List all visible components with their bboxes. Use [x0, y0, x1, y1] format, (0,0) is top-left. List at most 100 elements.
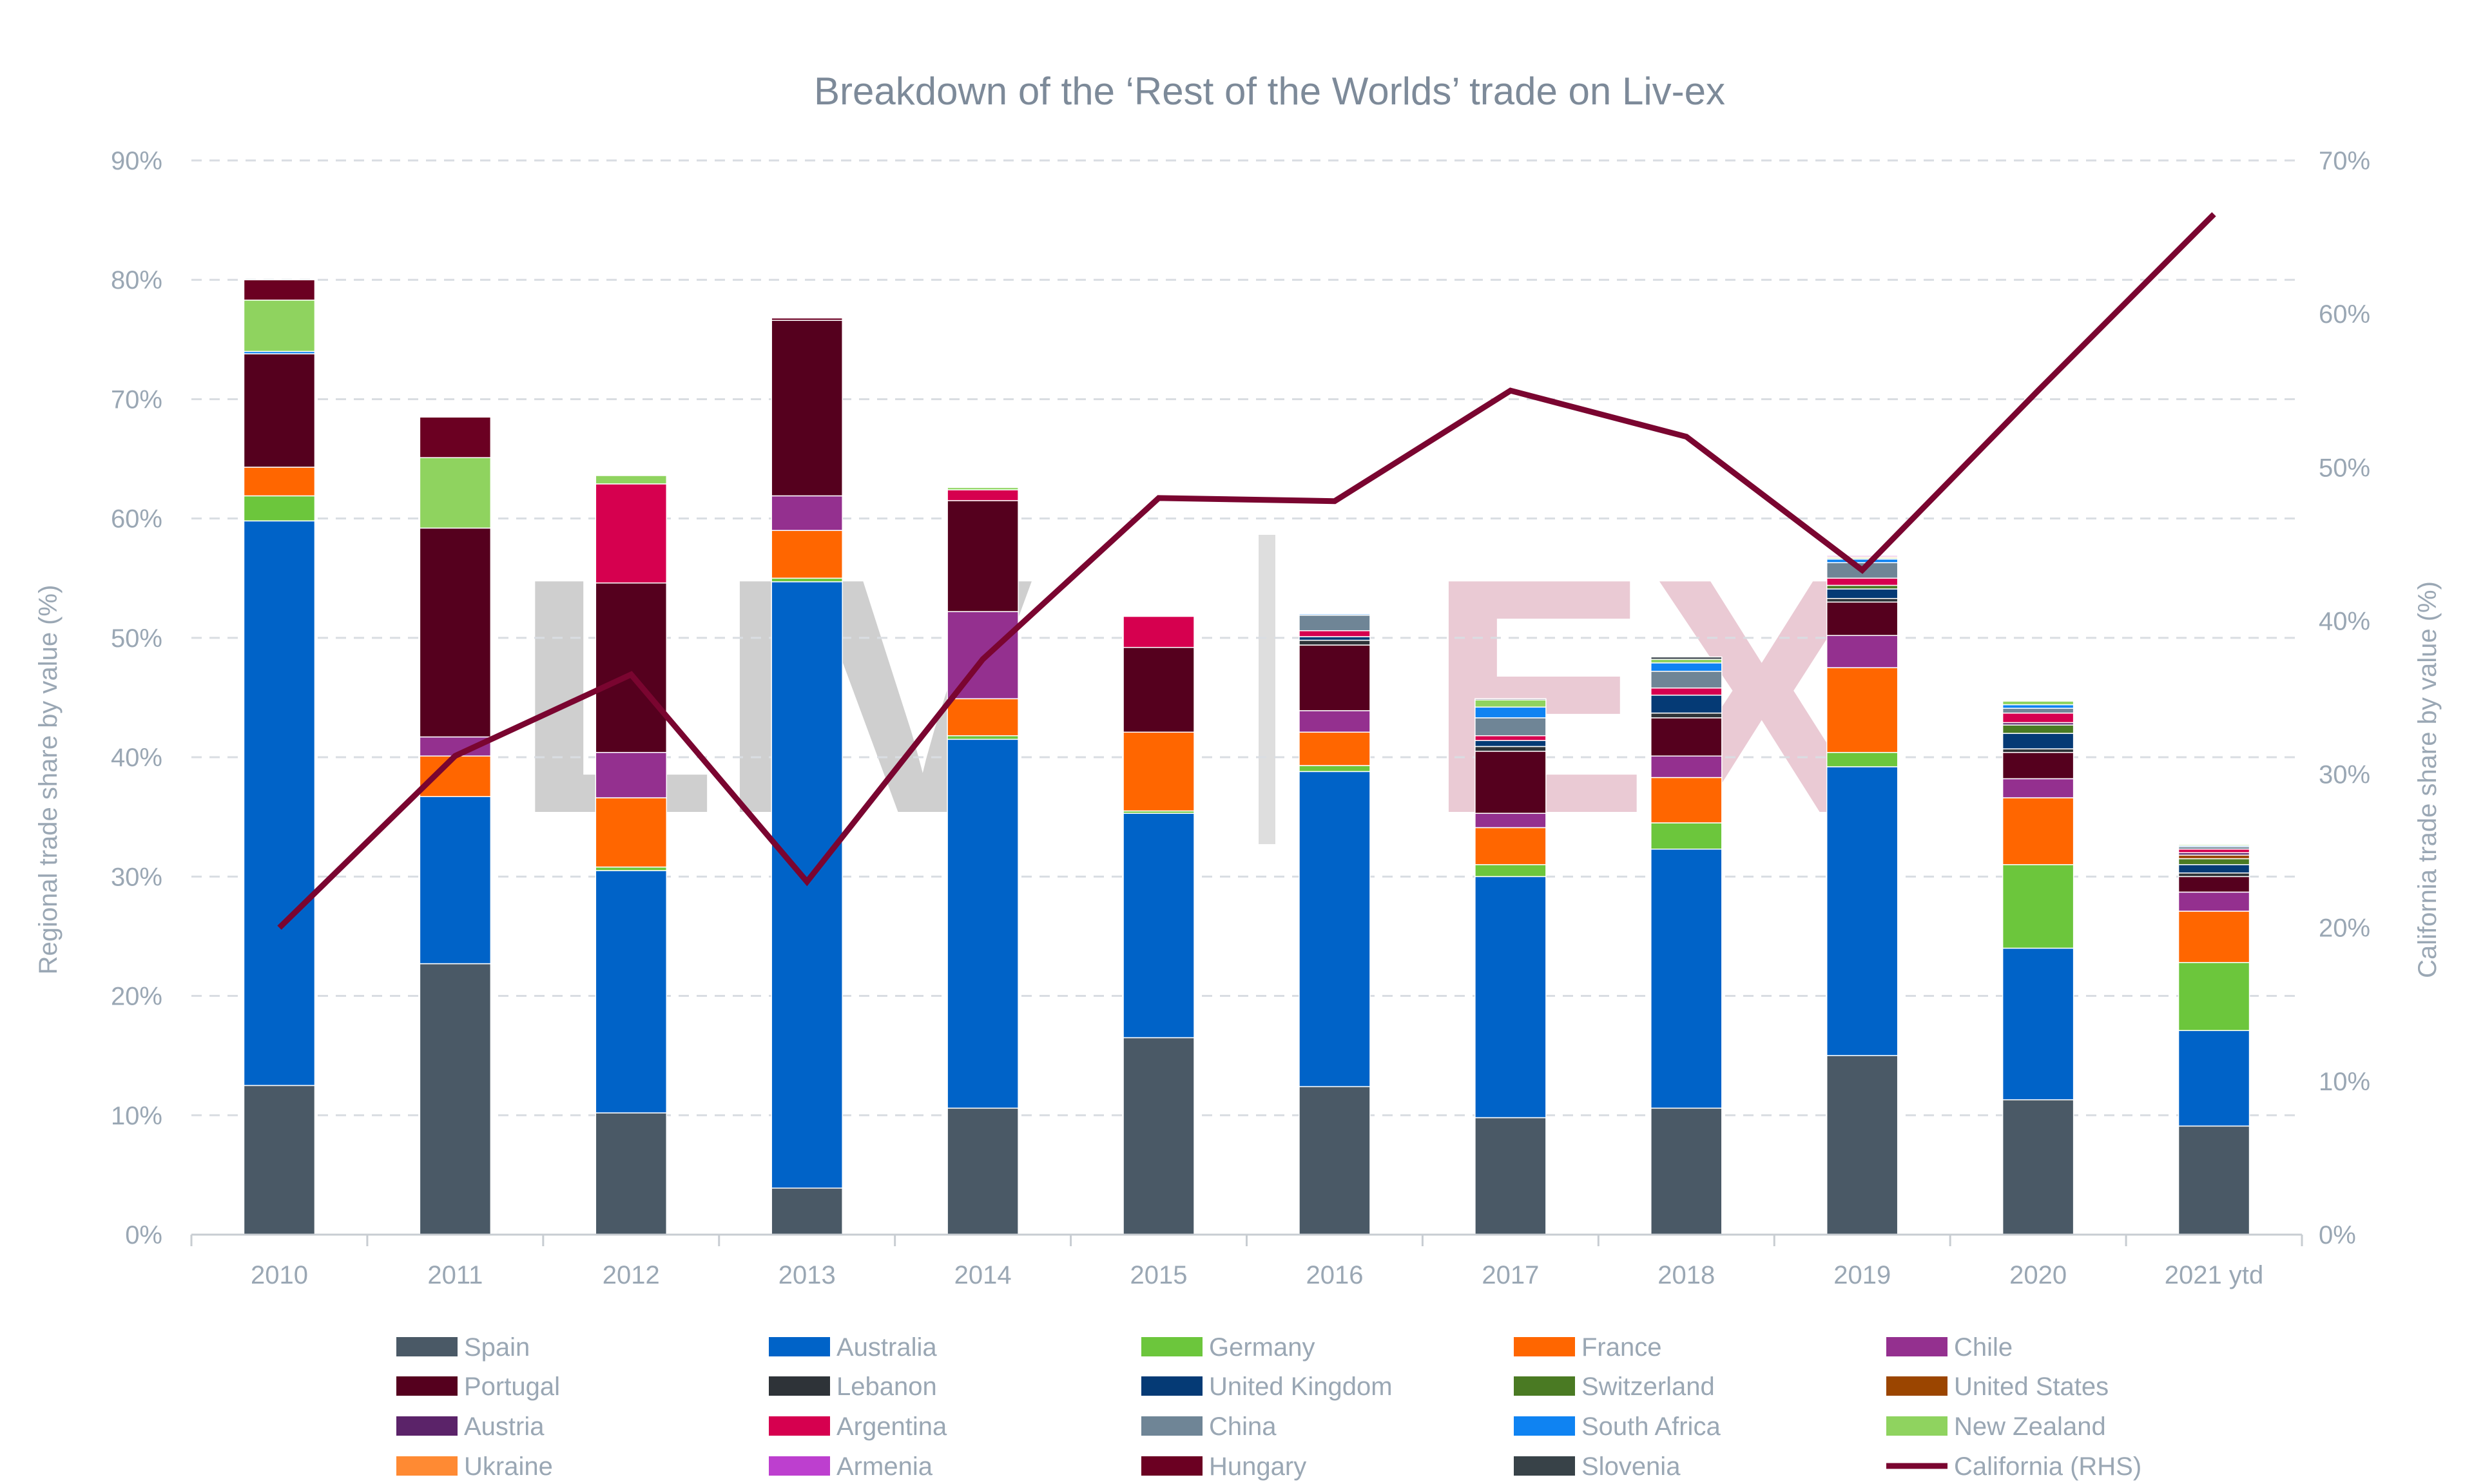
legend-label-chile: Chile: [1954, 1333, 2013, 1362]
y2-tick-label: 10%: [2319, 1068, 2370, 1096]
y-tick-label: 40%: [111, 744, 162, 772]
legend-swatch-new-zealand: [1886, 1416, 1947, 1436]
bar-segment: [1826, 562, 1899, 579]
bar-segment: [595, 1112, 668, 1235]
bar-segment: [1650, 712, 1723, 718]
y-tick-label: 10%: [111, 1102, 162, 1130]
legend-label-argentina: Argentina: [836, 1412, 947, 1441]
bar-segment: [1650, 671, 1723, 689]
bar-segment: [2002, 748, 2074, 753]
bar-segment: [1299, 710, 1371, 733]
bar-segment: [1650, 717, 1723, 757]
legend-swatch-austria: [396, 1416, 458, 1436]
legend-swatch-lebanon: [769, 1376, 830, 1396]
bar-segment: [2178, 872, 2250, 878]
legend-swatch-armenia: [769, 1456, 830, 1476]
bar-segment: [1474, 746, 1547, 752]
bar-segment: [1650, 659, 1723, 664]
bar-segment: [947, 698, 1019, 737]
bar-segment: [243, 495, 316, 522]
y2-tick-label: 20%: [2319, 914, 2370, 943]
bar-segment: [243, 279, 316, 301]
bar-segment: [2002, 1099, 2074, 1235]
bar-segment: [1474, 698, 1547, 700]
bar-segment: [1826, 577, 1899, 586]
legend-label-ukraine: Ukraine: [464, 1452, 553, 1481]
bar-segment: [1826, 588, 1899, 599]
bars: [243, 279, 2250, 1235]
bar-segment: [419, 416, 492, 458]
x-tick-label: 2017: [1482, 1261, 1539, 1289]
legend-swatch-china: [1141, 1416, 1203, 1436]
bar-segment: [1826, 667, 1899, 753]
bar-segment: [243, 299, 316, 352]
bar-segment: [771, 1188, 843, 1235]
legend-label-austria: Austria: [464, 1412, 545, 1441]
bar-segment: [1650, 1107, 1723, 1235]
bar-segment: [1474, 699, 1547, 708]
y-tick-label: 0%: [125, 1221, 162, 1249]
bar-segment: [2002, 947, 2074, 1101]
bar-segment: [2178, 1125, 2250, 1235]
bar-segment: [419, 963, 492, 1235]
bar-segment: [947, 611, 1019, 700]
bar-segment: [2002, 704, 2074, 709]
bar-segment: [947, 738, 1019, 1109]
legend-label-united-kingdom: United Kingdom: [1209, 1373, 1393, 1401]
legend-label-germany: Germany: [1209, 1333, 1315, 1362]
bar-segment: [1826, 766, 1899, 1056]
bar-segment: [2178, 864, 2250, 874]
bar-segment: [595, 797, 668, 868]
bar-segment: [947, 500, 1019, 612]
bar-segment: [1650, 687, 1723, 696]
bar-segment: [771, 577, 843, 583]
x-tick-label: 2015: [1130, 1261, 1188, 1289]
y-tick-label: 50%: [111, 624, 162, 653]
bar-segment: [1299, 731, 1371, 766]
bar-segment: [2002, 864, 2074, 949]
y2-tick-label: 0%: [2319, 1221, 2356, 1249]
bar-segment: [771, 317, 843, 321]
bar-segment: [1299, 614, 1371, 631]
bar-segment: [2178, 858, 2250, 865]
bar-segment: [1826, 1055, 1899, 1235]
chart-title: Breakdown of the ‘Rest of the Worlds’ tr…: [814, 70, 1725, 113]
bar-segment: [1474, 827, 1547, 865]
legend-swatch-south-africa: [1514, 1416, 1575, 1436]
bar-segment: [1650, 656, 1723, 660]
bar-segment: [1474, 1117, 1547, 1235]
x-tick-label: 2012: [603, 1261, 660, 1289]
bar-segment: [1650, 776, 1723, 824]
bar-segment: [2002, 778, 2074, 798]
y2-tick-label: 70%: [2319, 147, 2370, 175]
bar-segment: [1474, 813, 1547, 829]
bar-segment: [1299, 639, 1371, 646]
bar-segment: [1474, 740, 1547, 747]
bar-segment: [1826, 635, 1899, 668]
x-tick-label: 2020: [2009, 1261, 2067, 1289]
bar-segment: [2178, 1030, 2250, 1127]
legend-swatch-australia: [769, 1337, 830, 1356]
x-tick-label: 2010: [251, 1261, 308, 1289]
x-tick-label: 2021 ytd: [2165, 1261, 2263, 1289]
legend-swatch-switzerland: [1514, 1376, 1575, 1396]
legend-label-california-rhs: California (RHS): [1954, 1452, 2141, 1481]
bar-segment: [2002, 733, 2074, 749]
legend-label-slovenia: Slovenia: [1581, 1452, 1681, 1481]
x-tick-label: 2016: [1306, 1261, 1363, 1289]
bar-segment: [2002, 712, 2074, 724]
bar-segment: [2178, 843, 2250, 846]
bar-segment: [1474, 876, 1547, 1119]
bar-segment: [1123, 731, 1195, 812]
bar-segment: [1826, 598, 1899, 603]
legend-swatch-united-states: [1886, 1376, 1947, 1396]
y2-axis-label: California trade share by value (%): [2413, 581, 2442, 978]
legend-label-spain: Spain: [464, 1333, 530, 1362]
line-series: [277, 212, 2216, 930]
bar-segment: [419, 457, 492, 529]
legend-swatch-slovenia: [1514, 1456, 1575, 1476]
legend-label-hungary: Hungary: [1209, 1452, 1306, 1481]
california-line: [277, 212, 2216, 930]
bar-segment: [1650, 755, 1723, 778]
legend-label-australia: Australia: [836, 1333, 937, 1362]
